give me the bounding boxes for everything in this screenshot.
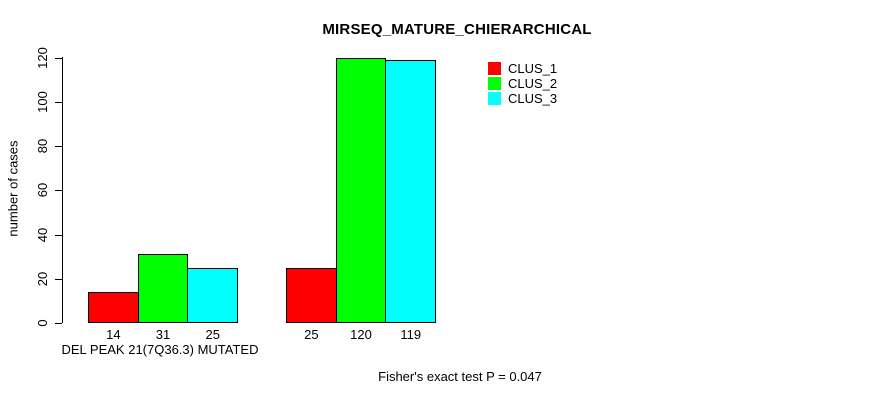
y-tick-mark <box>55 58 62 59</box>
bar-clus_3-group1 <box>187 267 239 323</box>
y-tick-label: 100 <box>34 90 50 113</box>
legend: CLUS_1 CLUS_2 CLUS_3 <box>488 61 557 106</box>
bar-value-label: 25 <box>205 327 220 342</box>
bar-clus_1-group2 <box>286 267 337 323</box>
bar-clus_2-group1 <box>137 254 189 323</box>
legend-swatch-icon <box>488 92 501 105</box>
x-axis-label: DEL PEAK 21(7Q36.3) MUTATED <box>61 342 259 357</box>
bar-value-label: 120 <box>350 327 372 342</box>
legend-label: CLUS_2 <box>508 76 558 91</box>
legend-swatch-icon <box>488 77 501 90</box>
chart-title: MIRSEQ_MATURE_CHIERARCHICAL <box>322 21 592 38</box>
bar-value-label: 31 <box>155 327 171 342</box>
bar-value-label: 119 <box>400 327 422 342</box>
bar-value-label: 14 <box>106 327 121 342</box>
bar-value-label: 25 <box>304 327 319 342</box>
legend-row-clus_2: CLUS_2 <box>488 76 557 91</box>
legend-label: CLUS_3 <box>508 91 558 106</box>
bar-clus_2-group2 <box>335 57 387 323</box>
y-tick-mark <box>55 279 62 280</box>
legend-label: CLUS_1 <box>508 61 558 76</box>
legend-row-clus_3: CLUS_3 <box>488 91 557 106</box>
y-tick-mark <box>55 102 62 103</box>
y-tick-label: 20 <box>34 271 50 286</box>
y-tick-mark <box>55 190 62 191</box>
y-tick-label: 80 <box>34 138 50 154</box>
y-tick-label: 40 <box>34 227 50 242</box>
y-tick-label: 0 <box>34 319 50 327</box>
y-tick-mark <box>55 323 62 324</box>
annotation-text: Fisher's exact test P = 0.047 <box>378 369 542 384</box>
bar-clus_1-group1 <box>88 292 139 323</box>
y-tick-label: 120 <box>34 46 50 69</box>
y-tick-mark <box>55 146 62 147</box>
y-tick-label: 60 <box>34 183 50 198</box>
y-axis-line <box>62 57 63 323</box>
y-axis-label: number of cases <box>5 140 21 237</box>
bar-clus_3-group2 <box>385 59 437 323</box>
y-tick-mark <box>55 235 62 236</box>
legend-row-clus_1: CLUS_1 <box>488 61 557 76</box>
legend-swatch-icon <box>488 62 501 75</box>
